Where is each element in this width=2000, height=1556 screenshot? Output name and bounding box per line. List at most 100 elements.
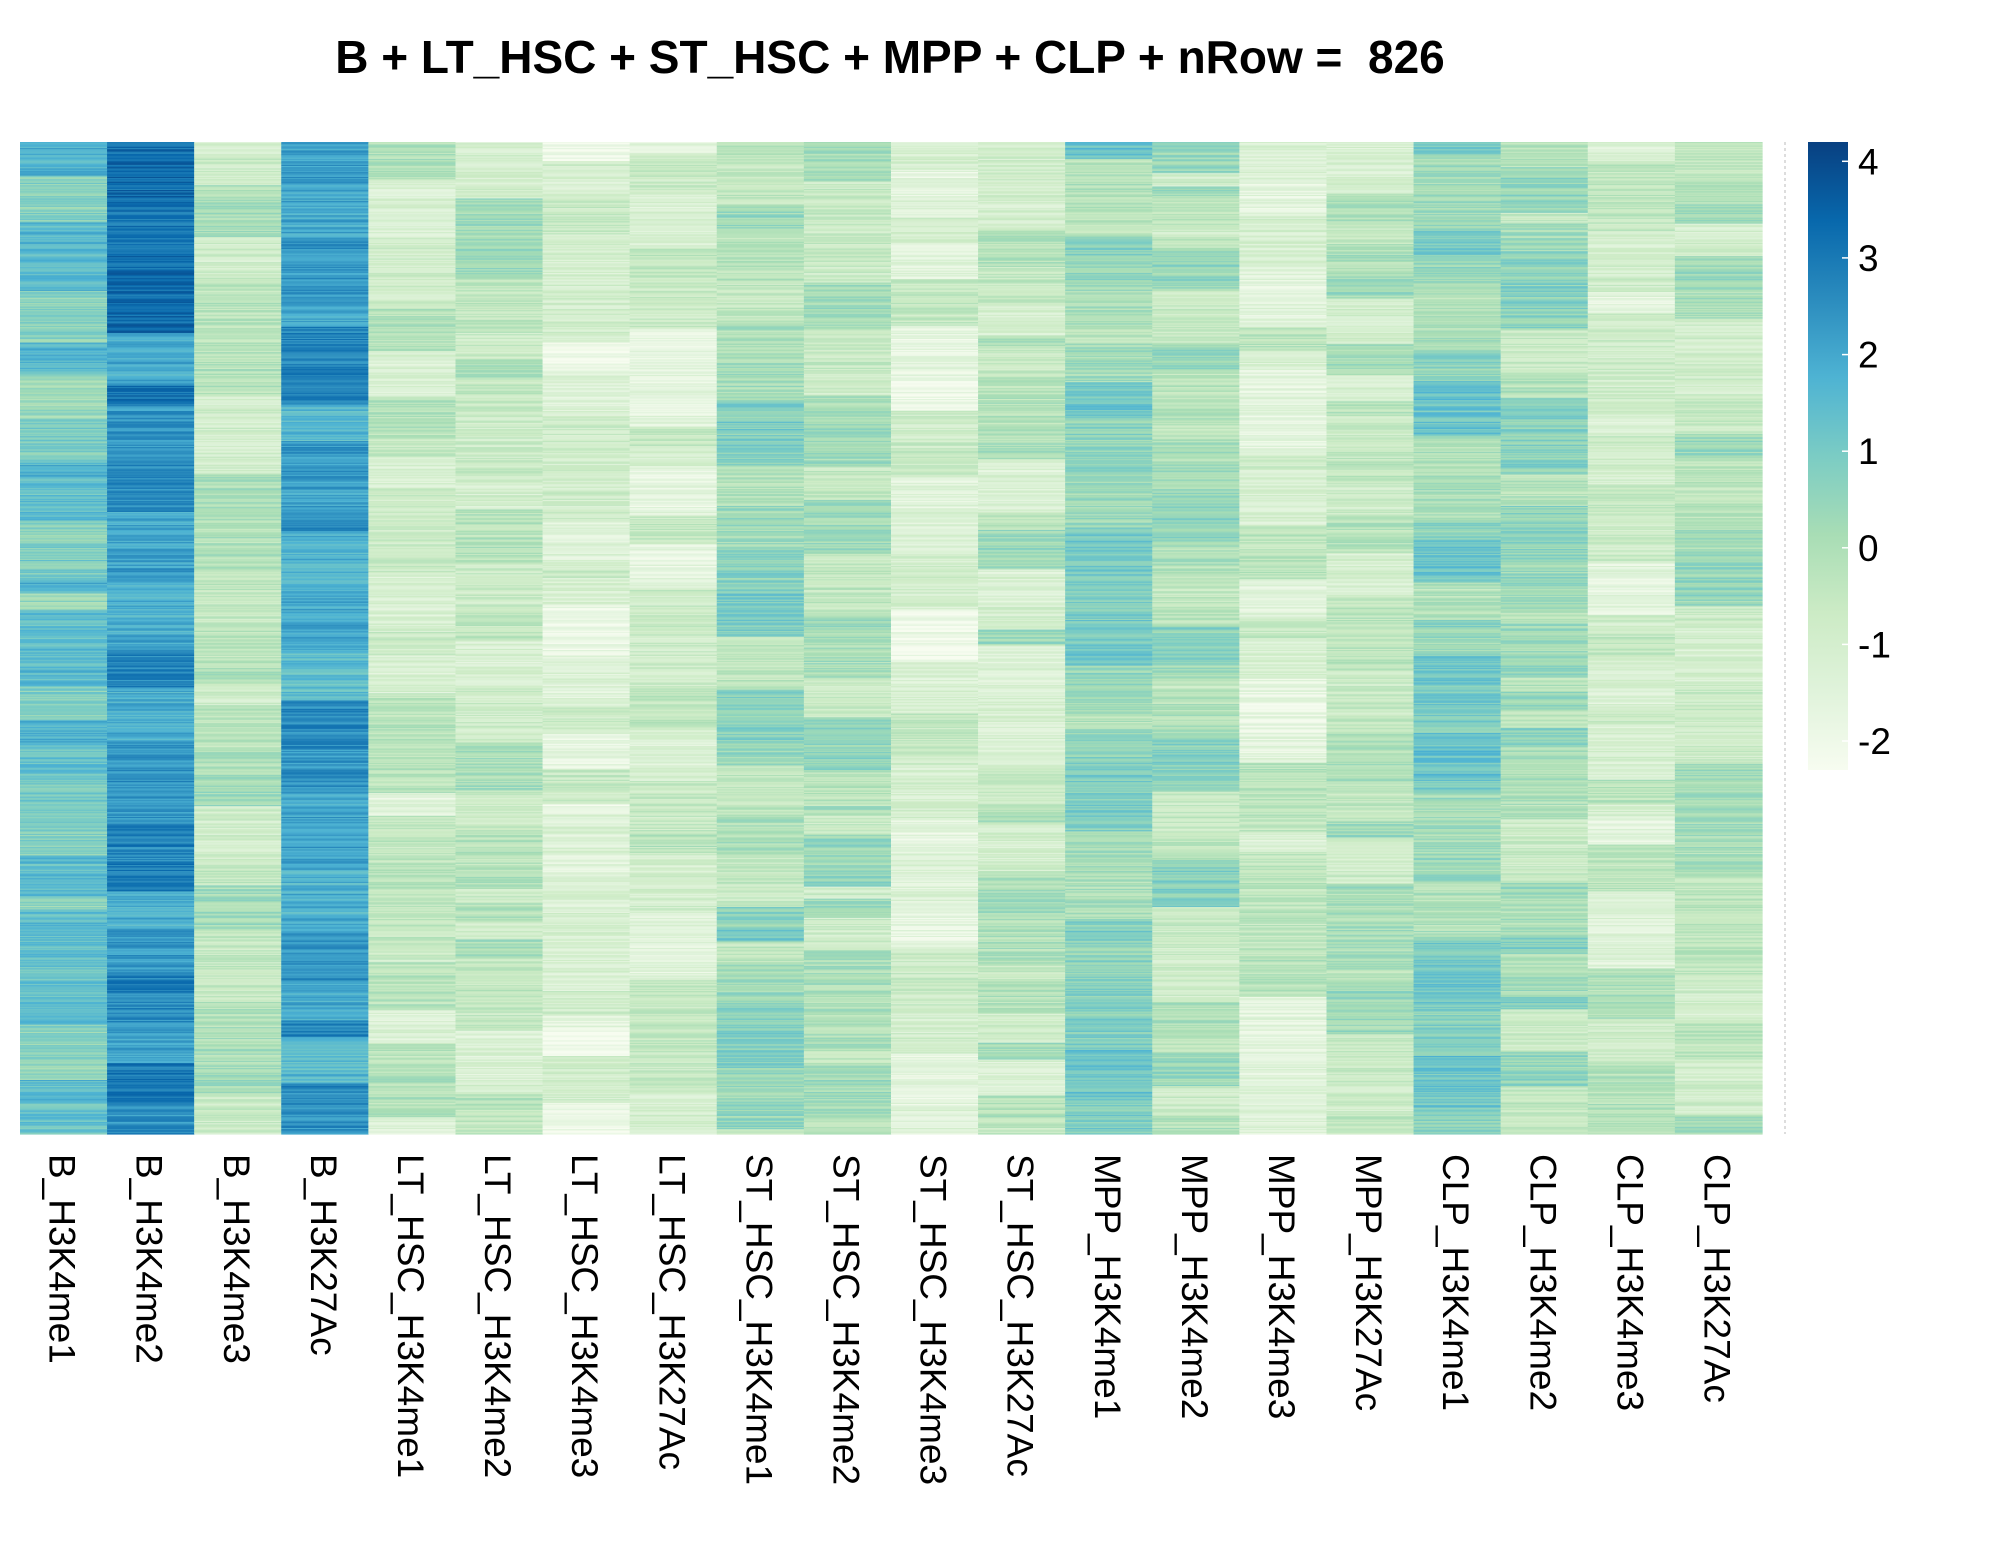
heatmap-cell (281, 891, 369, 894)
heatmap-cell (368, 1128, 457, 1130)
heatmap-cell (194, 1115, 282, 1118)
heatmap-cell (194, 390, 282, 393)
heatmap-cell (20, 244, 108, 246)
heatmap-cell (368, 893, 457, 896)
heatmap-cell (281, 722, 369, 724)
heatmap-cell (107, 329, 195, 332)
heatmap-cell (20, 483, 108, 485)
heatmap-cell (20, 917, 108, 920)
heatmap-cell (281, 974, 369, 977)
heatmap-cell (20, 223, 108, 226)
heatmap-cell (194, 986, 282, 989)
heatmap-cell (107, 587, 195, 590)
heatmap-cell (107, 1094, 195, 1097)
heatmap-cell (368, 368, 457, 371)
heatmap-cell (281, 342, 369, 345)
heatmap-cell (20, 361, 108, 364)
heatmap-cell (368, 487, 457, 490)
heatmap-cell (281, 768, 369, 771)
heatmap-cell (281, 1108, 369, 1111)
heatmap-cell (20, 320, 108, 323)
heatmap-cell (281, 399, 369, 401)
heatmap-cell (20, 510, 108, 513)
heatmap-cell (281, 646, 369, 649)
heatmap-cell (20, 971, 108, 974)
heatmap-cell (20, 154, 108, 156)
heatmap-cell (107, 891, 195, 894)
heatmap-cell (107, 623, 195, 626)
heatmap-cell (20, 274, 108, 276)
heatmap-cell (194, 314, 282, 317)
heatmap-cell (455, 418, 544, 421)
heatmap-cell (20, 621, 108, 623)
heatmap-cell (107, 997, 195, 999)
heatmap-cell (107, 681, 195, 684)
heatmap-cell (281, 320, 369, 323)
heatmap-cell (20, 577, 108, 580)
heatmap-cell (368, 180, 457, 183)
heatmap-cell (20, 635, 108, 638)
heatmap-cell (455, 246, 544, 249)
heatmap-cell (368, 750, 457, 753)
heatmap-cell (107, 157, 195, 160)
heatmap-cell (107, 402, 195, 405)
heatmap-cell (194, 1033, 282, 1035)
heatmap-cell (194, 688, 282, 691)
heatmap-cell (20, 652, 108, 655)
heatmap-cell (455, 564, 544, 567)
heatmap-cell (107, 378, 195, 381)
heatmap-cell (107, 400, 195, 403)
heatmap-cell (368, 535, 457, 538)
heatmap-cell (455, 265, 544, 268)
heatmap-cell (281, 1060, 369, 1063)
heatmap-cell (194, 160, 282, 162)
heatmap-cell (194, 1084, 282, 1087)
heatmap-cell (194, 382, 282, 384)
heatmap-cell (20, 854, 108, 856)
heatmap-cell (368, 644, 457, 646)
heatmap-cell (281, 329, 369, 332)
heatmap-cell (20, 994, 108, 997)
heatmap-cell (281, 484, 369, 487)
heatmap-cell (20, 922, 108, 925)
heatmap-cell (107, 350, 195, 353)
heatmap-cell (194, 726, 282, 729)
heatmap-cell (20, 334, 108, 336)
heatmap-cell (455, 154, 544, 156)
heatmap-cell (368, 963, 457, 966)
heatmap-cell (281, 1130, 369, 1133)
heatmap-cell (20, 396, 108, 399)
heatmap-cell (368, 423, 457, 425)
heatmap-cell (20, 899, 108, 902)
heatmap-cell (20, 496, 108, 499)
heatmap-cell (281, 150, 369, 153)
heatmap-cell (368, 815, 457, 818)
heatmap-cell (368, 232, 457, 234)
heatmap-cell (455, 570, 544, 573)
heatmap-cell (20, 856, 108, 859)
heatmap-cell (455, 453, 544, 455)
heatmap-cell (20, 265, 108, 268)
heatmap-cell (20, 651, 108, 654)
heatmap-cell (368, 592, 457, 595)
heatmap-cell (455, 486, 544, 489)
heatmap-cell (107, 675, 195, 678)
heatmap-cell (455, 188, 544, 191)
heatmap-cell (455, 215, 544, 218)
heatmap-cell (20, 380, 108, 383)
heatmap-cell (194, 266, 282, 269)
heatmap-cell (107, 601, 195, 604)
heatmap-cell (368, 215, 457, 218)
heatmap-cell (368, 376, 457, 378)
heatmap-cell (20, 804, 108, 807)
heatmap-cell (107, 502, 195, 505)
heatmap-cell (194, 872, 282, 874)
heatmap-cell (20, 630, 108, 633)
heatmap-cell (281, 326, 369, 329)
heatmap-cell (281, 489, 369, 491)
heatmap-cell (281, 846, 369, 849)
heatmap-cell (20, 169, 108, 172)
heatmap-cell (194, 881, 282, 884)
heatmap-cell (368, 537, 457, 539)
heatmap-cell (20, 788, 108, 790)
